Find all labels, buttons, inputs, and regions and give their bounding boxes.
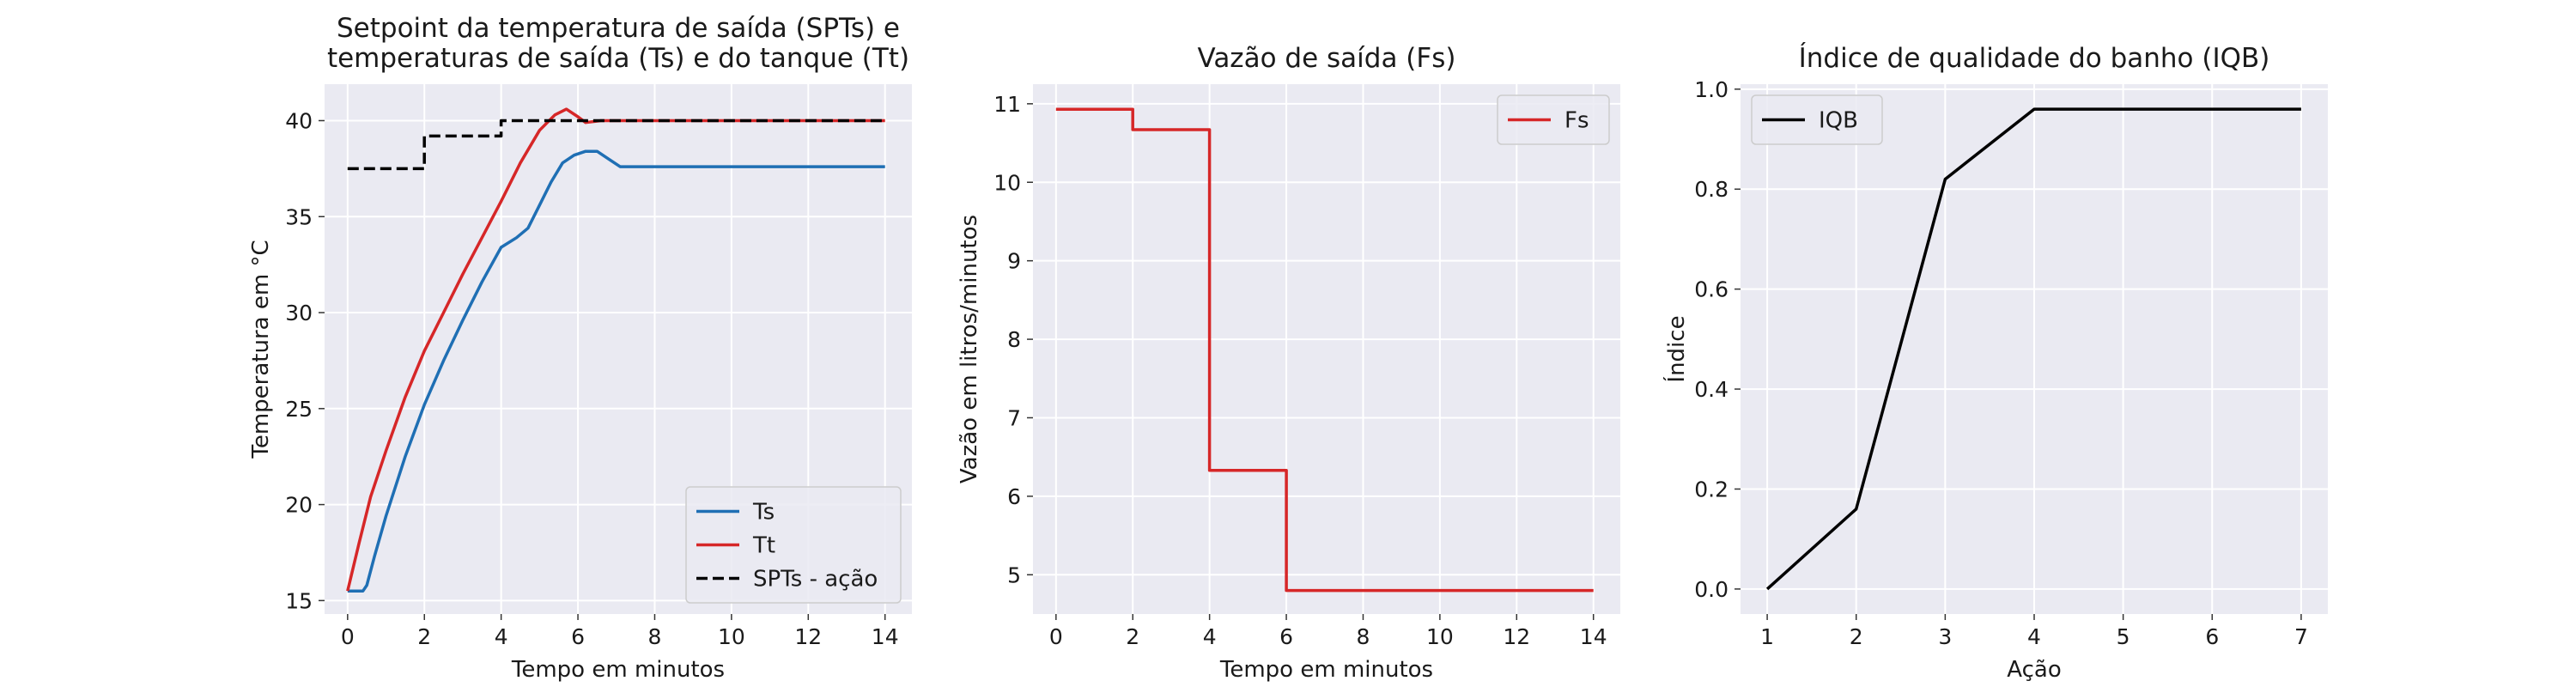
chart-3: 1 2 3 4 5 6 7 0.0 0.2 0.4 0.6 0.8 1.0 Índice de quali…	[1662, 43, 2328, 683]
y-axis-label: Temperatura em °C	[248, 240, 274, 459]
x-tick-label: 10	[718, 624, 745, 649]
y-axis-label: Índice	[1662, 315, 1690, 382]
legend-box	[1751, 94, 1883, 145]
y-axis-label: Vazão em litros/minutos	[957, 215, 982, 483]
x-tick-label: 2	[1850, 624, 1863, 649]
x-tick-label: 6	[1279, 624, 1293, 649]
x-tick-label: 6	[2205, 624, 2219, 649]
x-tick-label: 2	[1126, 624, 1139, 649]
y-tick-label: 10	[993, 170, 1021, 195]
y-tick-label: 1.0	[1694, 77, 1728, 102]
x-tick-label: 7	[2294, 624, 2308, 649]
series-line-fs	[1055, 107, 1594, 593]
x-tick-label: 8	[1357, 624, 1370, 649]
x-tick-label: 12	[794, 624, 822, 649]
x-tick-label: 0	[1049, 624, 1063, 649]
x-tick-label: 3	[1938, 624, 1952, 649]
y-tick-label: 0.4	[1694, 377, 1728, 402]
chart-2: 0 2 4 6 8 10 12 14 5 6 7 8 9 10 11 Vazão de saída (Fs) T…	[957, 43, 1620, 683]
y-tick-label: 35	[285, 204, 313, 229]
y-tick-label: 5	[1007, 562, 1021, 587]
x-tick-label: 6	[571, 624, 585, 649]
x-axis-label: Ação	[2007, 657, 2061, 683]
x-axis-label: Tempo em minutos	[511, 657, 725, 683]
x-tick-label: 4	[1203, 624, 1217, 649]
series-line-ts	[347, 149, 885, 593]
legend-label: SPTs - ação	[753, 567, 878, 593]
y-tick-label: 40	[285, 108, 313, 133]
x-tick-label: 14	[872, 624, 899, 649]
x-tick-label: 12	[1503, 624, 1530, 649]
series-line-iqb	[1765, 107, 2301, 591]
legend: Fs	[1497, 94, 1610, 145]
legend: IQB	[1751, 94, 1883, 145]
y-tick-label: 0.6	[1694, 277, 1728, 302]
x-tick-label: 2	[417, 624, 431, 649]
y-tick-label: 25	[285, 397, 313, 422]
y-tick-label: 7	[1007, 405, 1021, 430]
y-tick-label: 30	[285, 301, 313, 325]
legend-label: IQB	[1819, 108, 1858, 134]
chart-title: Índice de qualidade do banho (IQB)	[1799, 43, 2270, 74]
y-tick-label: 8	[1007, 327, 1021, 352]
x-tick-label: 4	[2027, 624, 2041, 649]
x-tick-label: 1	[1760, 624, 1774, 649]
chart-title: temperaturas de saída (Ts) e do tanque (…	[327, 43, 909, 74]
chart-title: Vazão de saída (Fs)	[1198, 43, 1456, 74]
x-tick-label: 14	[1580, 624, 1607, 649]
legend-box	[1497, 94, 1610, 145]
chart-title: Setpoint da temperatura de saída (SPTs) …	[337, 13, 900, 44]
x-tick-label: 4	[495, 624, 508, 649]
x-tick-label: 10	[1426, 624, 1454, 649]
legend: Ts Tt SPTs - ação	[685, 486, 902, 604]
series-line-spts-a-o	[347, 119, 885, 171]
y-tick-label: 9	[1007, 249, 1021, 274]
y-tick-label: 6	[1007, 484, 1021, 509]
y-tick-label: 0.0	[1694, 577, 1728, 602]
y-tick-label: 11	[993, 92, 1021, 117]
legend-label: Ts	[752, 500, 775, 526]
y-tick-label: 0.2	[1694, 477, 1728, 502]
legend-label: Tt	[752, 533, 775, 559]
y-tick-label: 15	[285, 588, 313, 613]
x-tick-label: 5	[2117, 624, 2130, 649]
y-tick-label: 0.8	[1694, 177, 1728, 202]
x-tick-label: 8	[648, 624, 662, 649]
legend-label: Fs	[1564, 108, 1589, 134]
y-tick-label: 20	[285, 493, 313, 518]
plot-area	[1033, 84, 1620, 614]
x-tick-label: 0	[341, 624, 355, 649]
x-axis-label: Tempo em minutos	[1219, 657, 1433, 683]
legend-box	[685, 486, 902, 604]
chart-1: 0 2 4 6 8 10 12 14 15 20 25 30 35 40 Setpoint da tempe…	[248, 13, 912, 683]
